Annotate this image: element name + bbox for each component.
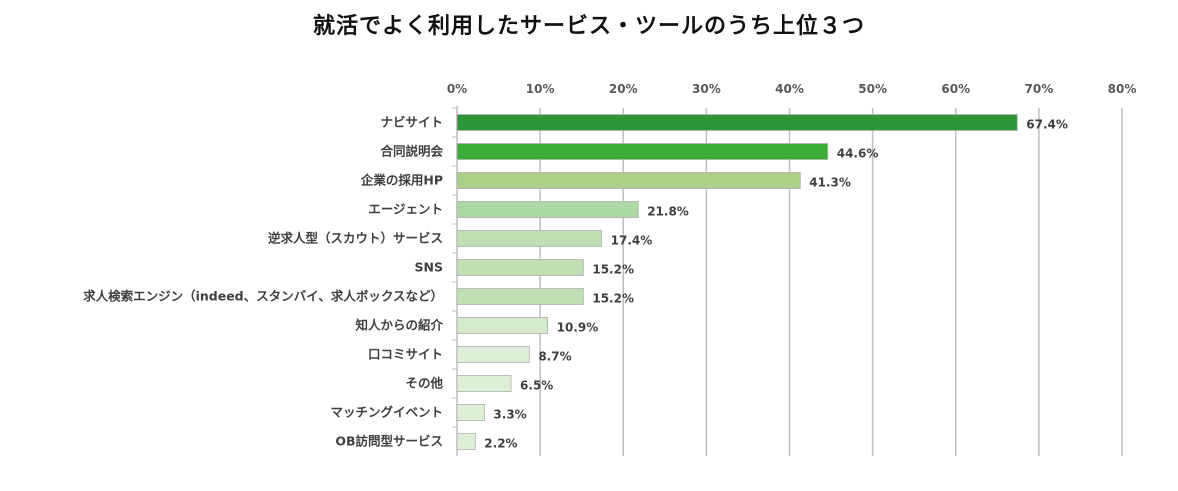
bar [456,433,476,450]
category-label: 知人からの紹介 [354,318,443,333]
x-tick-label: 20% [609,82,638,96]
data-label: 44.6% [837,147,879,161]
x-tick-label: 10% [526,82,555,96]
x-tick-label: 30% [692,82,721,96]
category-label: OB訪問型サービス [335,434,443,449]
category-label: ナビサイト [380,115,443,130]
x-tick-label: 0% [447,82,467,96]
category-label: 逆求人型（スカウト）サービス [268,231,443,246]
bar [456,288,584,305]
data-label: 10.9% [557,321,599,335]
data-label: 41.3% [809,176,851,190]
data-label: 15.2% [592,292,634,306]
x-tick-label: 40% [775,82,804,96]
category-label: その他 [405,376,443,391]
x-tick-label: 60% [941,82,970,96]
bar [456,375,512,392]
data-label: 21.8% [647,205,689,219]
data-label: 2.2% [484,437,517,451]
category-label: 求人検索エンジン（indeed、スタンバイ、求人ボックスなど） [83,289,443,304]
bar [456,404,485,421]
data-label: 15.2% [592,263,634,277]
category-label: エージェント [368,202,443,217]
bar [456,172,801,189]
bar [456,201,639,218]
x-tick-label: 50% [858,82,887,96]
data-label: 6.5% [520,379,553,393]
bar [456,230,603,247]
x-tick-label: 70% [1025,82,1054,96]
data-label: 17.4% [611,234,653,248]
category-label: SNS [415,260,443,275]
bar [456,346,530,363]
bar [456,259,584,276]
category-label: 口コミサイト [368,347,443,362]
category-label: 合同説明会 [380,144,443,159]
category-label: マッチングイベント [330,405,443,420]
bar [456,114,1018,131]
data-label: 67.4% [1026,118,1068,132]
bar [456,317,549,334]
data-label: 3.3% [493,408,526,422]
data-label: 8.7% [538,350,571,364]
x-tick-label: 80% [1108,82,1137,96]
chart-title: 就活でよく利用したサービス・ツールのうち上位３つ [312,14,865,39]
bar [456,143,829,160]
category-label: 企業の採用HP [360,173,443,188]
